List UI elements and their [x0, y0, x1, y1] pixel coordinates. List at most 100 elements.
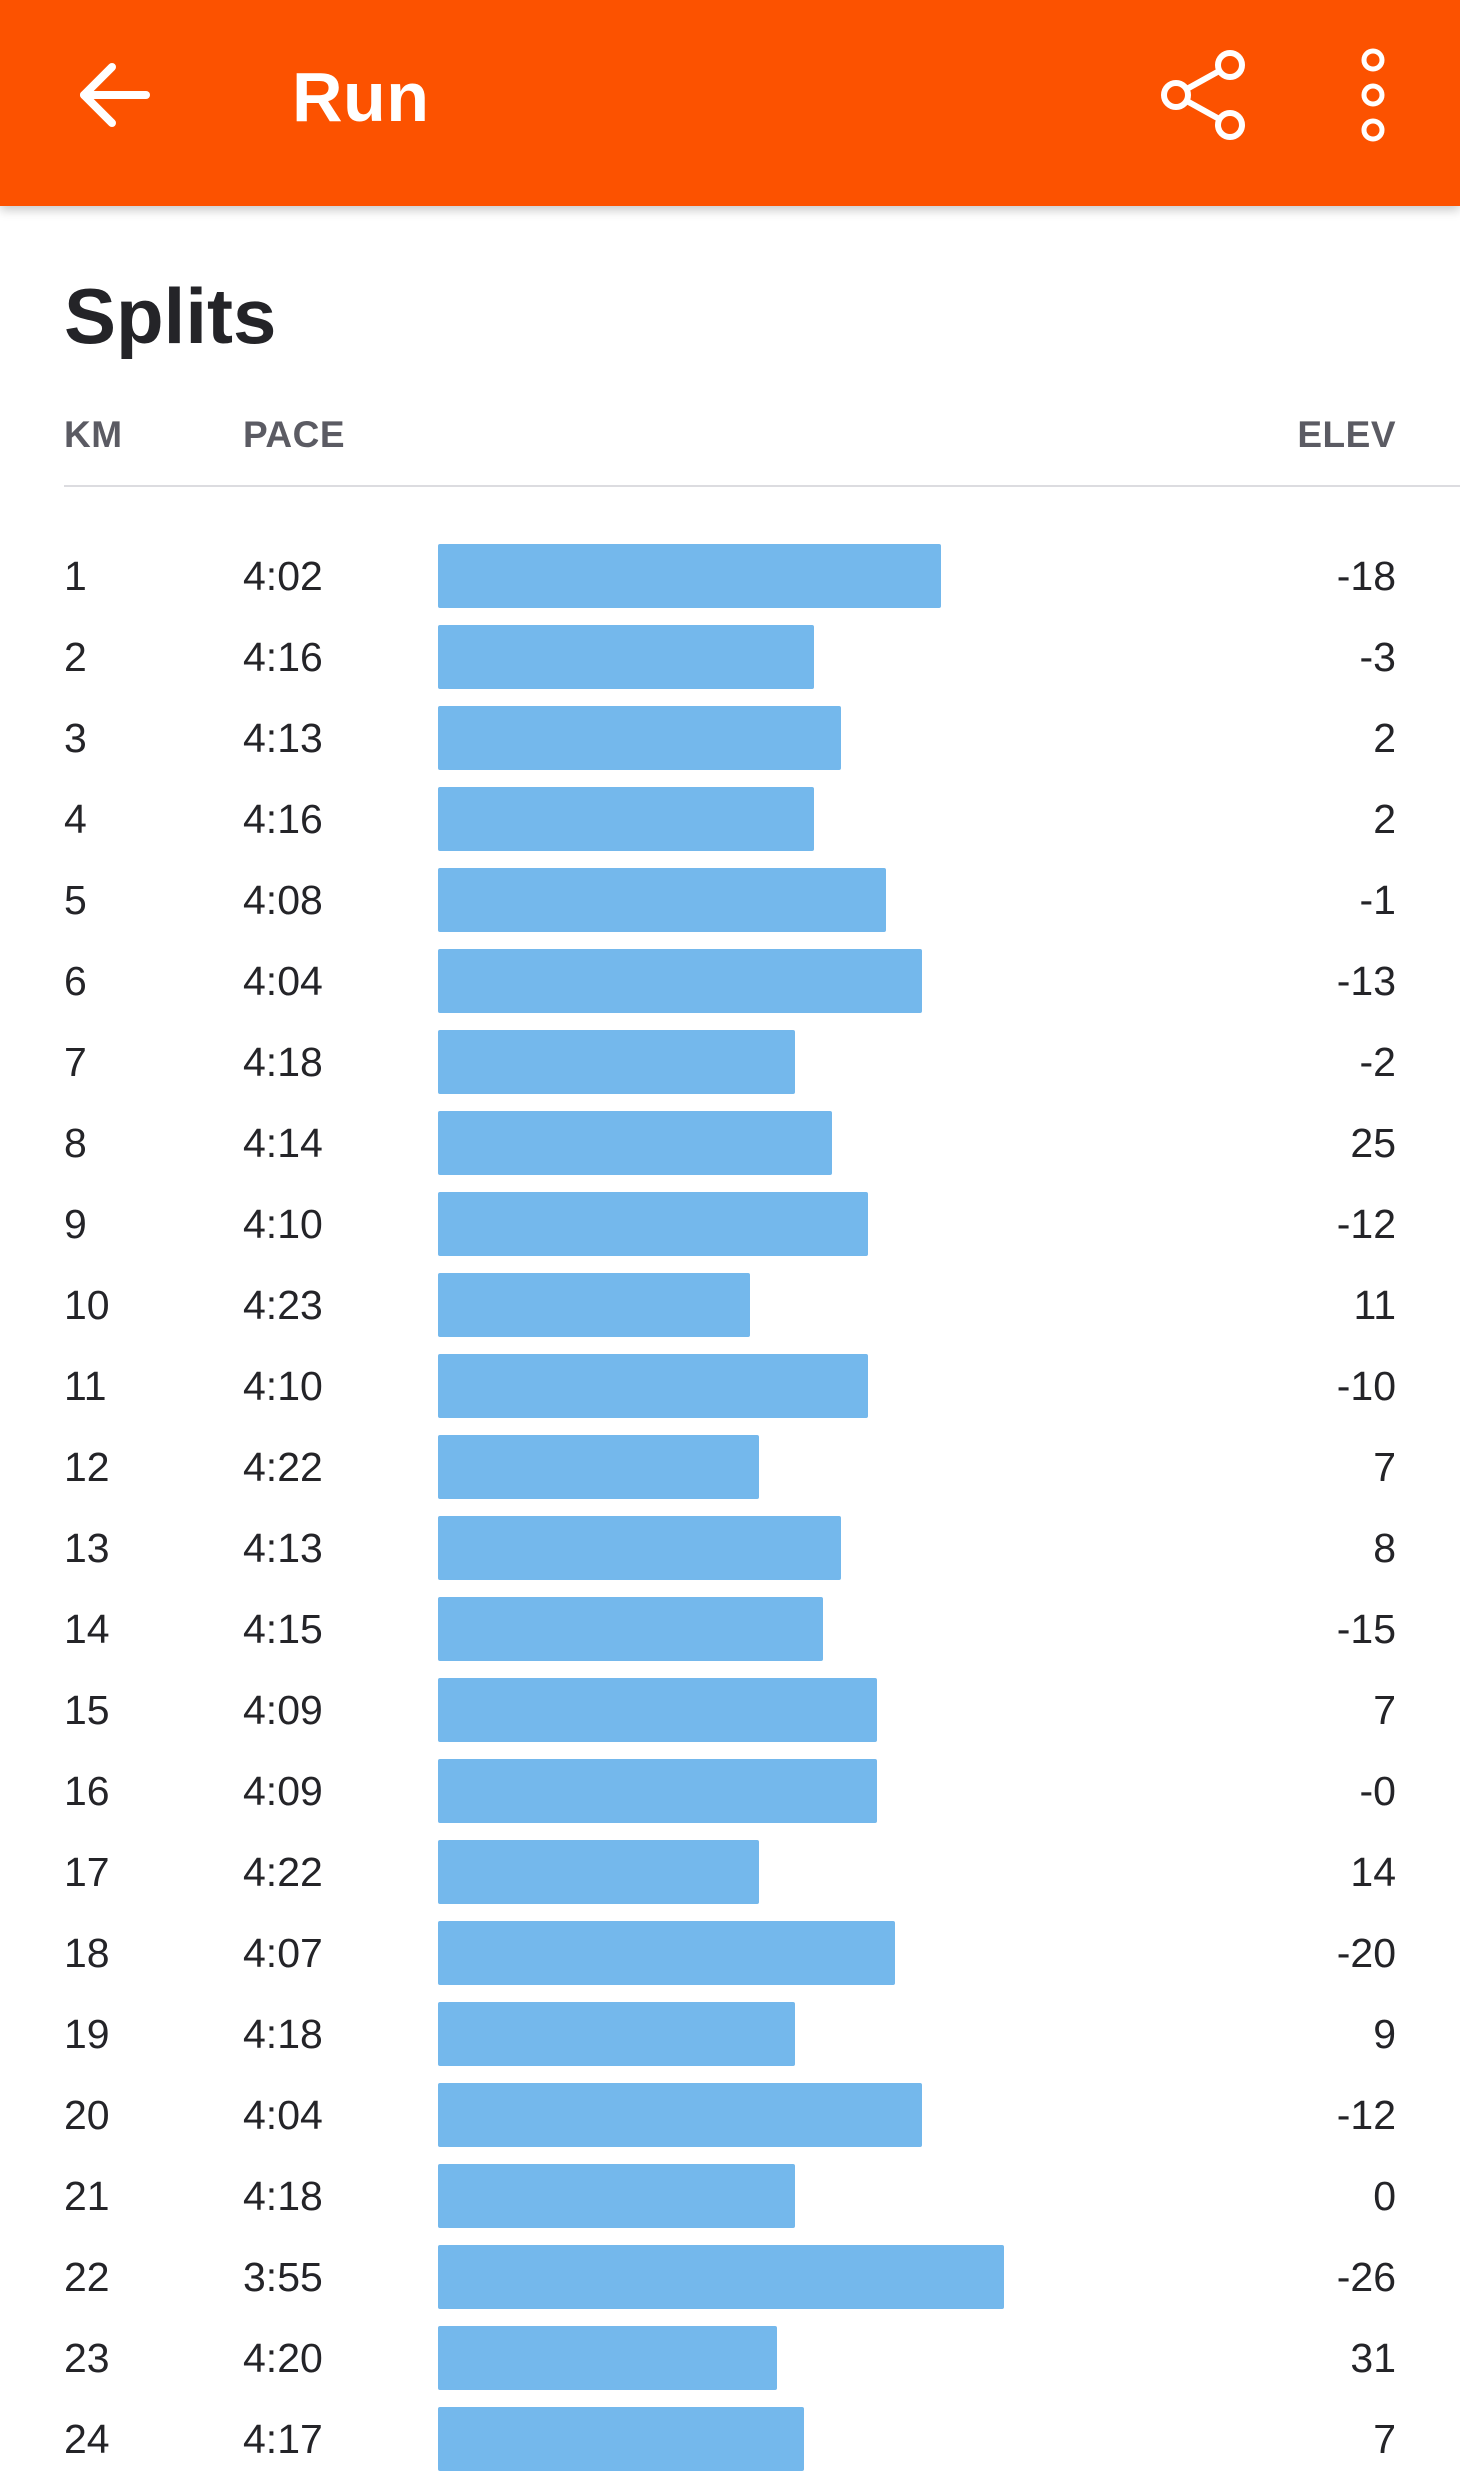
split-row: 23 4:20 31 — [0, 2318, 1460, 2399]
split-km: 3 — [64, 715, 87, 761]
split-row: 20 4:04 -12 — [0, 2075, 1460, 2156]
pace-bar — [438, 2407, 804, 2471]
split-km: 20 — [64, 2092, 110, 2138]
split-km: 6 — [64, 958, 87, 1004]
pace-bar — [438, 868, 886, 932]
split-pace: 4:04 — [243, 2092, 323, 2138]
split-pace: 4:15 — [243, 1606, 323, 1652]
split-row: 12 4:22 7 — [0, 1427, 1460, 1508]
more-options-button[interactable] — [1340, 40, 1406, 150]
split-km: 12 — [64, 1444, 110, 1490]
split-pace: 4:16 — [243, 796, 323, 842]
split-row: 2 4:16 -3 — [0, 617, 1460, 698]
split-row: 18 4:07 -20 — [0, 1913, 1460, 1994]
split-km: 17 — [64, 1849, 110, 1895]
split-pace: 4:10 — [243, 1363, 323, 1409]
split-km: 16 — [64, 1768, 110, 1814]
split-row: 17 4:22 14 — [0, 1832, 1460, 1913]
split-pace: 4:13 — [243, 715, 323, 761]
split-row: 14 4:15 -15 — [0, 1589, 1460, 1670]
split-row: 6 4:04 -13 — [0, 941, 1460, 1022]
split-km: 24 — [64, 2416, 110, 2462]
split-km: 15 — [64, 1687, 110, 1733]
split-elevation: 31 — [1350, 2335, 1396, 2381]
split-row: 9 4:10 -12 — [0, 1184, 1460, 1265]
pace-bar — [438, 2245, 1004, 2309]
pace-bar — [438, 2164, 795, 2228]
split-pace: 4:18 — [243, 2011, 323, 2057]
split-pace: 4:08 — [243, 877, 323, 923]
split-pace: 4:18 — [243, 1039, 323, 1085]
pace-bar — [438, 1759, 877, 1823]
split-km: 7 — [64, 1039, 87, 1085]
split-km: 19 — [64, 2011, 110, 2057]
pace-bar — [438, 1030, 795, 1094]
split-km: 5 — [64, 877, 87, 923]
split-elevation: -20 — [1336, 1930, 1396, 1976]
split-elevation: -13 — [1336, 958, 1396, 1004]
split-elevation: 7 — [1373, 2416, 1396, 2462]
pace-bar — [438, 1273, 750, 1337]
split-km: 11 — [64, 1363, 107, 1409]
split-elevation: 9 — [1373, 2011, 1396, 2057]
split-elevation: 7 — [1373, 1687, 1396, 1733]
column-header-elev: ELEV — [1297, 414, 1396, 455]
split-elevation: -18 — [1336, 553, 1396, 599]
split-pace: 4:13 — [243, 1525, 323, 1571]
split-pace: 4:22 — [243, 1444, 323, 1490]
column-header-km: KM — [64, 414, 123, 455]
split-row: 8 4:14 25 — [0, 1103, 1460, 1184]
arrow-left-icon — [80, 63, 150, 127]
split-elevation: 0 — [1373, 2173, 1396, 2219]
split-elevation: -12 — [1336, 1201, 1396, 1247]
split-km: 1 — [64, 553, 87, 599]
pace-bar — [438, 1111, 832, 1175]
share-icon — [1161, 50, 1245, 140]
pace-bar — [438, 2326, 777, 2390]
more-vertical-icon — [1361, 48, 1385, 142]
split-elevation: 2 — [1373, 715, 1396, 761]
split-row: 21 4:18 0 — [0, 2156, 1460, 2237]
split-km: 4 — [64, 796, 87, 842]
split-km: 21 — [64, 2173, 110, 2219]
back-button[interactable] — [70, 50, 160, 140]
split-km: 2 — [64, 634, 87, 680]
split-km: 10 — [64, 1282, 110, 1328]
split-elevation: -0 — [1359, 1768, 1396, 1814]
pace-bar — [438, 949, 922, 1013]
split-pace: 4:18 — [243, 2173, 323, 2219]
split-pace: 4:07 — [243, 1930, 323, 1976]
split-row: 3 4:13 2 — [0, 698, 1460, 779]
split-elevation: 14 — [1350, 1849, 1396, 1895]
pace-bar — [438, 1678, 877, 1742]
split-elevation: -2 — [1359, 1039, 1396, 1085]
split-row: 16 4:09 -0 — [0, 1751, 1460, 1832]
split-km: 8 — [64, 1120, 87, 1166]
split-pace: 4:14 — [243, 1120, 323, 1166]
split-pace: 4:16 — [243, 634, 323, 680]
pace-bar — [438, 1435, 759, 1499]
split-elevation: 25 — [1350, 1120, 1396, 1166]
split-row: 19 4:18 9 — [0, 1994, 1460, 2075]
split-pace: 4:22 — [243, 1849, 323, 1895]
split-row: 15 4:09 7 — [0, 1670, 1460, 1751]
split-row: 5 4:08 -1 — [0, 860, 1460, 941]
pace-bar — [438, 544, 941, 608]
pace-bar — [438, 1354, 868, 1418]
pace-bar — [438, 787, 814, 851]
split-pace: 4:09 — [243, 1768, 323, 1814]
split-elevation: -12 — [1336, 2092, 1396, 2138]
share-button[interactable] — [1150, 40, 1260, 150]
column-header-pace: PACE — [243, 414, 346, 455]
split-row: 11 4:10 -10 — [0, 1346, 1460, 1427]
pace-bar — [438, 706, 841, 770]
split-row: 4 4:16 2 — [0, 779, 1460, 860]
pace-bar — [438, 2002, 795, 2066]
split-pace: 4:04 — [243, 958, 323, 1004]
header-divider — [64, 485, 1460, 487]
split-elevation: -3 — [1359, 634, 1396, 680]
split-pace: 4:10 — [243, 1201, 323, 1247]
pace-bar — [438, 1516, 841, 1580]
split-pace: 4:23 — [243, 1282, 323, 1328]
pace-bar — [438, 1192, 868, 1256]
